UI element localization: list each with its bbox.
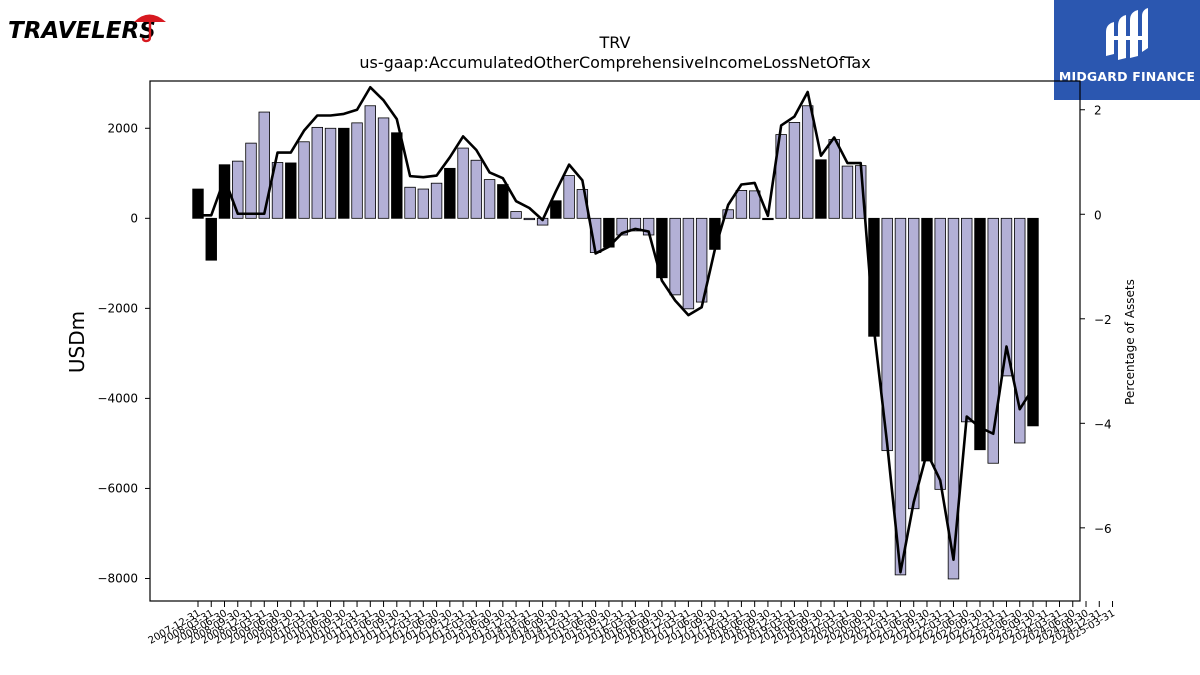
quarter-bar <box>430 182 443 219</box>
chart-title: TRV <box>599 33 631 52</box>
y-tick-label: −4000 <box>97 391 138 405</box>
y2-tick-label: −2 <box>1094 313 1112 327</box>
annual-bar <box>815 159 827 219</box>
umbrella-icon <box>134 14 166 22</box>
quarter-bar <box>483 179 496 219</box>
quarter-bar <box>523 217 536 221</box>
y-tick-label: 2000 <box>107 121 138 135</box>
y2-axis-label: Percentage of Assets <box>1123 279 1137 405</box>
quarter-bar <box>1014 217 1026 444</box>
annual-bar <box>921 217 933 462</box>
annual-bar <box>391 132 403 219</box>
y-axis-label: USDm <box>65 311 89 373</box>
quarter-bar <box>417 188 430 219</box>
y-tick-label: −6000 <box>97 481 138 495</box>
quarter-bar <box>788 122 801 219</box>
quarter-bar <box>894 217 907 576</box>
y2-tick-label: −4 <box>1094 417 1112 431</box>
quarter-bar <box>232 160 244 219</box>
quarter-bar <box>1000 217 1013 377</box>
quarter-bar <box>987 217 999 464</box>
quarter-bar <box>470 159 483 219</box>
pct-assets-line <box>198 85 1035 574</box>
quarter-bar <box>841 165 854 219</box>
quarter-bar <box>682 217 695 310</box>
annual-bar <box>205 217 217 261</box>
quarter-bar <box>364 105 377 219</box>
quarter-bar <box>669 217 681 296</box>
quarter-bar <box>775 134 787 219</box>
annual-bar <box>1027 217 1039 427</box>
quarter-bar <box>947 217 960 580</box>
annual-bar <box>444 167 456 219</box>
quarter-bar <box>377 117 390 219</box>
quarter-bar <box>934 217 946 490</box>
y2-tick-label: 0 <box>1094 208 1102 222</box>
annual-bar <box>550 200 562 219</box>
logo-wordmark: TRAVELERS <box>8 18 156 44</box>
quarter-bar <box>629 217 642 232</box>
quarter-bar <box>311 126 323 219</box>
annual-bar <box>497 184 509 219</box>
quarter-bar <box>735 189 748 219</box>
quarter-bar <box>457 147 469 219</box>
annual-bar <box>338 127 350 219</box>
y-tick-label: 0 <box>130 211 138 225</box>
travelers-logo: TRAVELERS <box>8 14 166 44</box>
quarter-bar <box>828 139 840 219</box>
chart-subtitle: us-gaap:AccumulatedOtherComprehensiveInc… <box>359 53 870 72</box>
quarter-bar <box>961 217 973 423</box>
quarter-bar <box>563 175 575 219</box>
quarter-bar <box>258 111 270 219</box>
quarter-bar <box>722 209 734 219</box>
y2-tick-label: −6 <box>1094 522 1112 536</box>
annual-bar <box>974 217 986 451</box>
quarter-bar <box>908 217 920 510</box>
plot-frame <box>149 80 1081 602</box>
quarter-bar <box>245 142 257 219</box>
quarter-bar <box>271 162 284 219</box>
quarter-bar <box>351 122 363 219</box>
plot-area <box>192 85 1039 580</box>
midgard-finance-logo: MIDGARD FINANCE <box>1054 0 1200 100</box>
quarter-bar <box>748 190 761 219</box>
annual-bar <box>285 162 297 219</box>
quarter-bar <box>616 217 628 236</box>
quarter-bar <box>404 186 416 219</box>
partner-name: MIDGARD FINANCE <box>1058 69 1196 84</box>
quarter-bar <box>324 127 337 219</box>
y2-tick-label: 2 <box>1094 104 1102 118</box>
y-tick-label: −2000 <box>97 301 138 315</box>
quarter-bar <box>510 211 522 219</box>
y2-axis: −6 −4 −2 0 2 <box>1080 104 1112 536</box>
midgard-emblem-icon <box>1106 8 1148 60</box>
umbrella-handle-icon <box>141 21 152 43</box>
quarter-bar <box>801 105 814 219</box>
quarter-bar <box>298 141 310 219</box>
y-tick-label: −8000 <box>97 571 138 585</box>
annual-bar <box>192 188 204 219</box>
x-axis: 2007-12-312008-03-312008-06-302008-09-30… <box>147 601 1117 647</box>
y-axis: −8000 −6000 −4000 −2000 0 2000 <box>97 121 150 585</box>
annual-bar <box>762 217 774 221</box>
